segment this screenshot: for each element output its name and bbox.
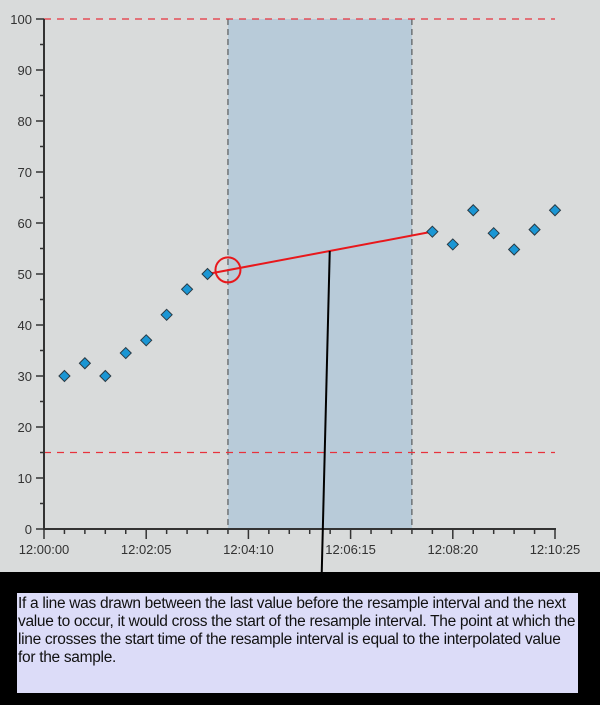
data-point-marker [548, 204, 562, 217]
resample-interval-band [227, 19, 412, 529]
data-point-marker [446, 238, 460, 251]
y-tick-label: 60 [18, 216, 32, 231]
data-point-marker [58, 369, 71, 383]
data-point-marker [507, 243, 521, 256]
interpolated-point-circle [214, 256, 242, 284]
y-tick-label: 0 [25, 522, 32, 537]
data-point-marker [528, 223, 541, 236]
x-tick-label: 12:06:15 [325, 542, 376, 557]
y-tick-label: 90 [18, 63, 32, 78]
data-point-marker [99, 369, 112, 383]
callout-pointer-line [320, 250, 331, 572]
data-point-marker [119, 346, 132, 360]
y-tick-label: 40 [18, 318, 32, 333]
data-point-marker [426, 225, 439, 238]
callout-text: If a line was drawn between the last val… [18, 595, 576, 666]
y-tick-label: 10 [18, 471, 32, 486]
x-tick-label: 12:00:00 [19, 542, 70, 557]
y-tick-label: 70 [18, 165, 32, 180]
scatter-chart: 0 10 20 30 40 50 60 70 80 90 100 12:00:00 12:02:05 12… [10, 12, 581, 572]
data-point-marker [78, 357, 92, 370]
interpolation-line [207, 230, 433, 275]
x-tick-label: 12:10:25 [530, 542, 581, 557]
data-point-marker [139, 334, 153, 347]
data-point-marker [487, 226, 500, 240]
chart-area: 0 10 20 30 40 50 60 70 80 90 100 12:00:00 12:02:05 12… [0, 0, 600, 572]
y-tick-label: 100 [10, 12, 32, 27]
y-tick-label: 20 [18, 420, 32, 435]
callout-annotation: If a line was drawn between the last val… [17, 593, 578, 693]
y-tick-label: 50 [18, 267, 32, 282]
x-tick-label: 12:04:10 [223, 542, 274, 557]
data-point-marker [160, 308, 173, 322]
x-tick-label: 12:08:20 [427, 542, 478, 557]
y-tick-label: 30 [18, 369, 32, 384]
data-point-marker [201, 267, 214, 281]
data-point-marker [180, 283, 194, 296]
data-point-marker [467, 204, 480, 217]
y-tick-label: 80 [18, 114, 32, 129]
x-tick-label: 12:02:05 [121, 542, 172, 557]
